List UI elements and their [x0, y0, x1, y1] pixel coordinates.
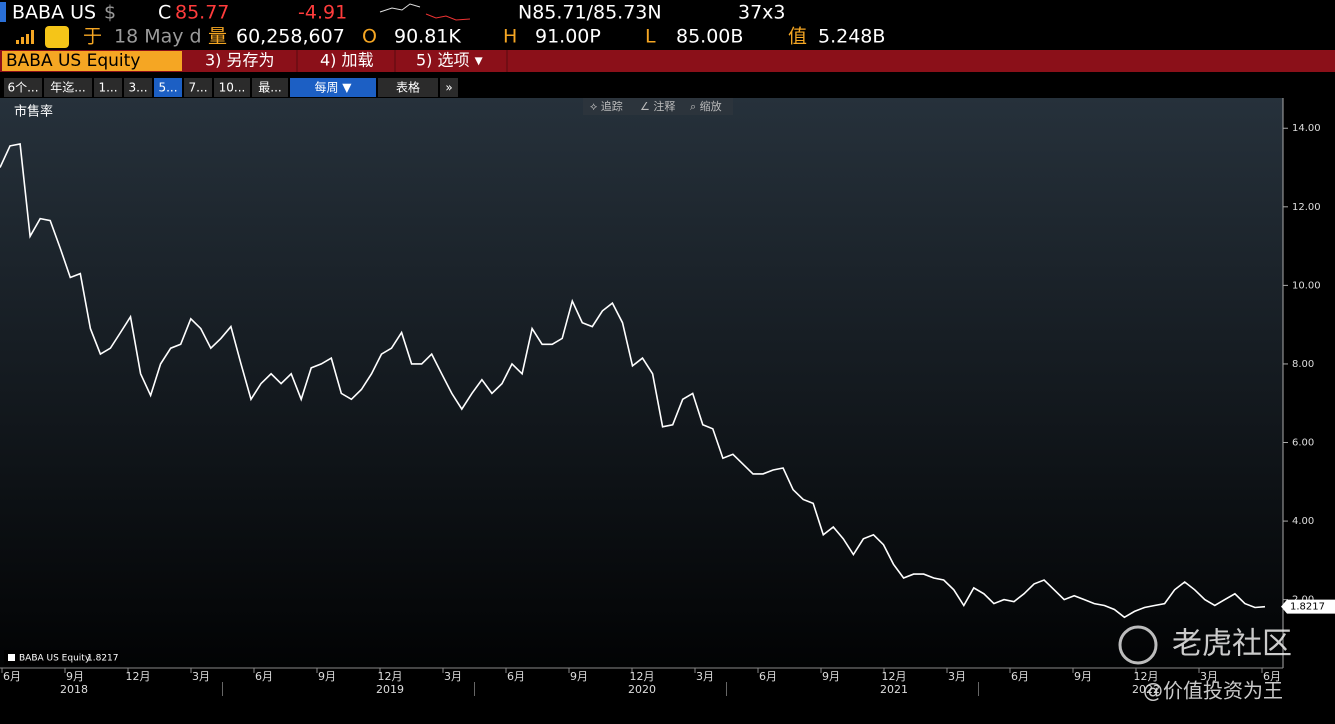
x-tick-label: 12月	[1134, 670, 1159, 683]
year-label: 2018	[60, 683, 88, 696]
x-tick-label: 12月	[126, 670, 151, 683]
signal-icon	[16, 30, 34, 44]
y-tick-label: 14.00	[1292, 123, 1321, 134]
low: 85.00B	[676, 26, 743, 48]
tab-bg	[154, 78, 182, 97]
tab[interactable]: 表格	[396, 80, 420, 95]
tab[interactable]: 6个...	[7, 81, 38, 95]
currency: $	[104, 2, 116, 24]
x-tick-label: 6月	[507, 670, 525, 683]
chart-title: 市售率	[14, 104, 53, 120]
tab-bg	[94, 78, 122, 97]
tab-bg	[184, 78, 212, 97]
tool[interactable]: ∠ 注释	[640, 99, 675, 113]
x-tick-label: 3月	[948, 670, 966, 683]
tab-bg	[440, 78, 458, 97]
last-value-flag	[1281, 599, 1335, 614]
x-tick-label: 9月	[822, 670, 840, 683]
tab[interactable]: »	[445, 81, 452, 95]
x-tick-label: 3月	[192, 670, 210, 683]
tab[interactable]: 5...	[158, 81, 177, 95]
menu-item[interactable]: 5) 选项 ▾	[416, 51, 483, 70]
sparkline-red	[425, 13, 471, 21]
x-tick-label: 12月	[378, 670, 403, 683]
clock-icon	[45, 26, 69, 48]
o-label: O	[362, 26, 377, 48]
x-tick-label: 6月	[1011, 670, 1029, 683]
x-tick-label: 6月	[759, 670, 777, 683]
x-tick-label: 3月	[1200, 670, 1218, 683]
size: 37x3	[738, 2, 786, 24]
year-label: 2019	[376, 683, 404, 696]
x-tick-label: 12月	[882, 670, 907, 683]
x-tick-label: 9月	[570, 670, 588, 683]
security[interactable]: BABA US Equity	[6, 51, 140, 71]
x-tick-label: 3月	[696, 670, 714, 683]
x-tick-label: 9月	[1074, 670, 1092, 683]
at-label: 于	[83, 26, 102, 48]
change: -4.91	[298, 2, 347, 24]
volume: 60,258,607	[236, 26, 345, 48]
x-tick-label: 9月	[66, 670, 84, 683]
legend-name: BABA US Equity	[19, 654, 91, 664]
tab-bg	[214, 78, 250, 97]
tab[interactable]: 1...	[98, 81, 117, 95]
tab-bg	[124, 78, 152, 97]
value: 5.248B	[818, 26, 885, 48]
tab-bg	[44, 78, 92, 97]
price: 85.77	[175, 2, 229, 24]
y-tick-label: 6.00	[1292, 438, 1314, 449]
x-tick-label: 3月	[444, 670, 462, 683]
menu-item[interactable]: 3) 另存为	[205, 51, 275, 70]
vol-label: 量	[208, 26, 227, 48]
tab-bg	[290, 78, 376, 97]
y-tick-label: 12.00	[1292, 202, 1321, 213]
tab[interactable]: 3...	[128, 81, 147, 95]
year-label: 2020	[628, 683, 656, 696]
c-label: C	[158, 2, 171, 24]
tab[interactable]: 年迄...	[50, 81, 85, 95]
date: 18 May d	[114, 26, 202, 48]
menu-item[interactable]: 4) 加载	[320, 51, 374, 70]
x-tick-label: 9月	[318, 670, 336, 683]
y-tick-label: 10.00	[1292, 280, 1321, 291]
watermark-logo	[1118, 625, 1158, 665]
price-line	[0, 143, 1266, 619]
ticker: BABA US	[12, 2, 96, 24]
tab-bg	[252, 78, 288, 97]
val-label: 值	[788, 26, 807, 48]
l-label: L	[645, 26, 656, 48]
tab[interactable]: 7...	[188, 81, 207, 95]
tool[interactable]: ⌕ 缩放	[690, 99, 722, 113]
x-tick-label: 6月	[3, 670, 21, 683]
watermark-author: @价值投资为王	[1143, 679, 1283, 703]
sparkline	[379, 3, 421, 13]
last-value-label: 1.8217	[1290, 602, 1325, 613]
year-label: 2022	[1132, 683, 1160, 696]
x-tick-label: 6月	[1263, 670, 1281, 683]
year-label: 2021	[880, 683, 908, 696]
y-tick-label: 8.00	[1292, 359, 1314, 370]
high: 91.00P	[535, 26, 601, 48]
tab[interactable]: 每周 ▼	[314, 80, 352, 95]
h-label: H	[503, 26, 517, 48]
tab[interactable]: 最...	[258, 81, 281, 95]
watermark-brand: 老虎社区	[1172, 627, 1292, 662]
x-tick-label: 12月	[630, 670, 655, 683]
tab-bg	[4, 78, 42, 97]
tab[interactable]: 10...	[219, 81, 246, 95]
x-tick-label: 6月	[255, 670, 273, 683]
tab-bg	[378, 78, 438, 97]
legend-value: 1.8217	[87, 654, 119, 664]
open: 90.81K	[394, 26, 461, 48]
y-tick-label: 4.00	[1292, 516, 1314, 527]
tool[interactable]: ⟡ 追踪	[590, 99, 623, 113]
bid-ask: N85.71/85.73N	[518, 2, 662, 24]
